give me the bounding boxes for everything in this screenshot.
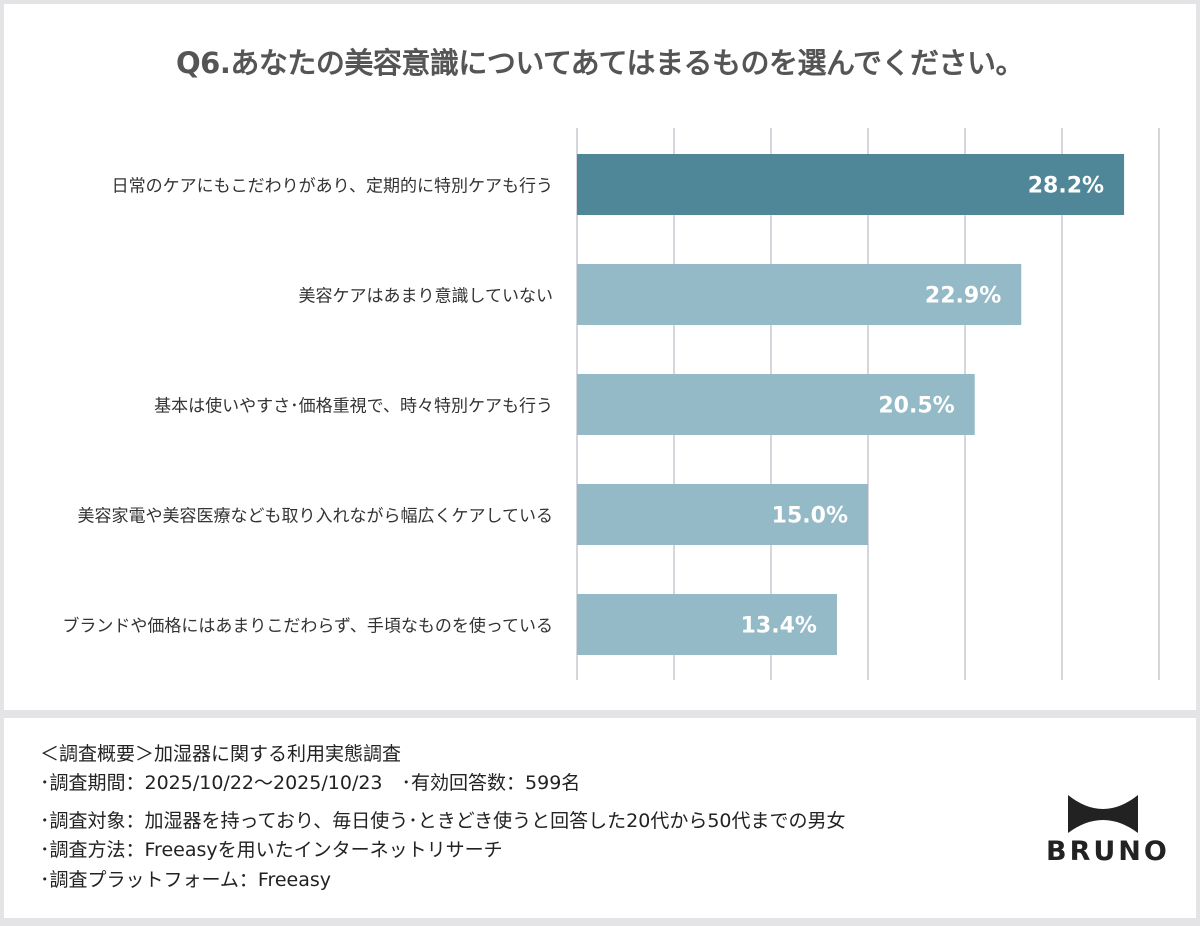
data-label: 15.0%: [772, 504, 848, 529]
category-label: 日常のケアにもこだわりがあり、定期的に特別ケアも行う: [112, 177, 553, 197]
bar: [577, 154, 1125, 215]
bruno-logo-mark: [1068, 795, 1138, 833]
bruno-logo-text: BRUNO: [1046, 836, 1170, 867]
survey-target: ･調査対象：加湿器を持っており、毎日使う･ときどき使うと回答した20代から50代…: [40, 810, 846, 832]
survey-method: ･調査方法：Freeasyを用いたインターネットリサーチ: [40, 839, 503, 861]
bar-chart: 28.2% 日常のケアにもこだわりがあり、定期的に特別ケアも行う 22.9% 美容ケア…: [62, 128, 1160, 680]
data-label: 20.5%: [878, 394, 954, 419]
survey-platform: ･調査プラットフォーム：Freeasy: [40, 869, 332, 891]
survey-period: ･調査期間：2025/10/22～2025/10/23 ･有効回答数：599名: [40, 772, 581, 794]
category-label: 基本は使いやすさ･価格重視で、時々特別ケアも行う: [154, 396, 553, 417]
category-label: ブランドや価格にはあまりこだわらず、手頃なものを使っている: [62, 616, 553, 637]
bar: [577, 374, 975, 435]
bar: [577, 484, 868, 545]
bar: [577, 594, 837, 655]
category-label: 美容ケアはあまり意識していない: [299, 287, 554, 307]
survey-summary: ＜調査概要＞加湿器に関する利用実態調査: [40, 743, 402, 765]
category-label: 美容家電や美容医療なども取り入れながら幅広くケアしている: [78, 507, 554, 527]
footer-panel: [4, 718, 1196, 918]
data-label: 13.4%: [741, 614, 817, 639]
chart-panel: [4, 4, 1196, 710]
chart-title: Q6.あなたの美容意識についてあてはまるものを選んでください。: [176, 46, 1025, 80]
bar: [577, 264, 1022, 325]
data-label: 28.2%: [1028, 174, 1104, 199]
data-label: 22.9%: [925, 284, 1001, 309]
